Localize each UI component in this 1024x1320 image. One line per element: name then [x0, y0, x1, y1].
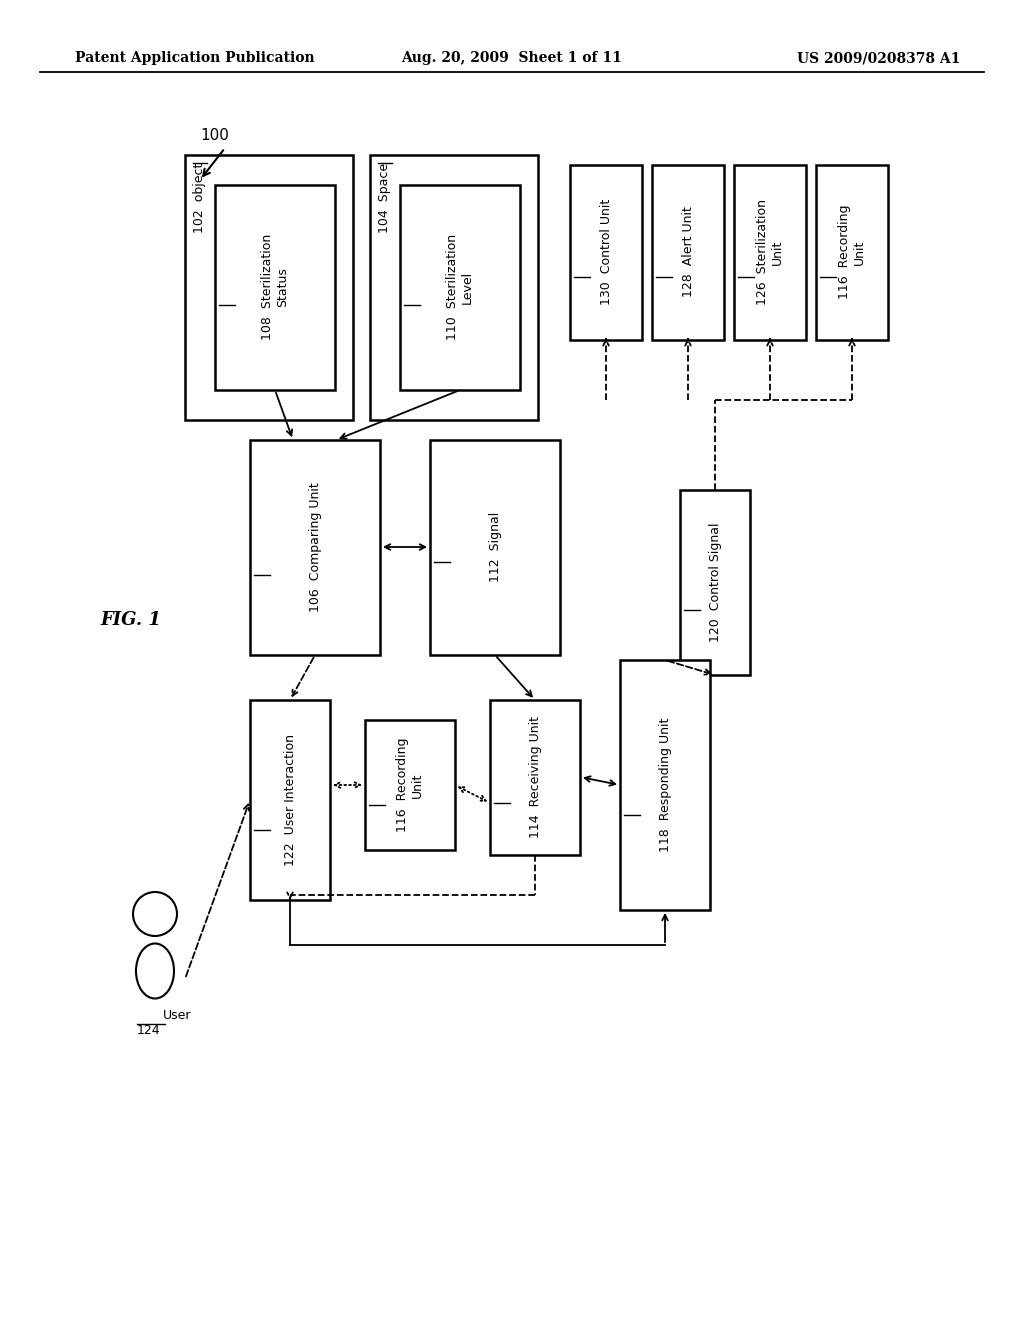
- Bar: [400, 185, 520, 389]
- Bar: [620, 660, 710, 909]
- Text: 124: 124: [137, 1024, 161, 1038]
- Bar: [490, 700, 580, 855]
- Text: 120  Control Signal: 120 Control Signal: [709, 523, 722, 642]
- Bar: [816, 165, 888, 341]
- Bar: [430, 440, 560, 655]
- Bar: [652, 165, 724, 341]
- Bar: [365, 719, 455, 850]
- Bar: [250, 700, 330, 900]
- Text: 106  Comparing Unit: 106 Comparing Unit: [308, 482, 322, 612]
- Bar: [370, 154, 538, 420]
- Text: 112  Signal: 112 Signal: [488, 512, 502, 582]
- Bar: [185, 154, 353, 420]
- Text: 116  Recording
Unit: 116 Recording Unit: [838, 205, 866, 300]
- Text: 102  object: 102 object: [193, 162, 206, 234]
- Text: 126  Sterilization
Unit: 126 Sterilization Unit: [756, 199, 784, 305]
- Text: Aug. 20, 2009  Sheet 1 of 11: Aug. 20, 2009 Sheet 1 of 11: [401, 51, 623, 65]
- Text: User: User: [163, 1008, 191, 1022]
- Text: Patent Application Publication: Patent Application Publication: [75, 51, 314, 65]
- Text: 118  Responding Unit: 118 Responding Unit: [658, 718, 672, 853]
- Bar: [570, 165, 642, 341]
- Text: 104  Space: 104 Space: [378, 162, 391, 234]
- Text: US 2009/0208378 A1: US 2009/0208378 A1: [797, 51, 961, 65]
- Text: 116  Recording
Unit: 116 Recording Unit: [396, 738, 424, 832]
- Text: 130  Control Unit: 130 Control Unit: [599, 199, 612, 305]
- Bar: [250, 440, 380, 655]
- Bar: [215, 185, 335, 389]
- Bar: [680, 490, 750, 675]
- Text: FIG. 1: FIG. 1: [100, 611, 161, 630]
- Text: 108  Sterilization
Status: 108 Sterilization Status: [261, 234, 289, 341]
- Text: 128  Alert Unit: 128 Alert Unit: [682, 206, 694, 297]
- Text: 100: 100: [201, 128, 229, 143]
- Text: 122  User Interaction: 122 User Interaction: [284, 734, 297, 866]
- Text: 110  Sterilization
Level: 110 Sterilization Level: [446, 234, 474, 341]
- Text: 114  Receiving Unit: 114 Receiving Unit: [528, 715, 542, 838]
- Bar: [734, 165, 806, 341]
